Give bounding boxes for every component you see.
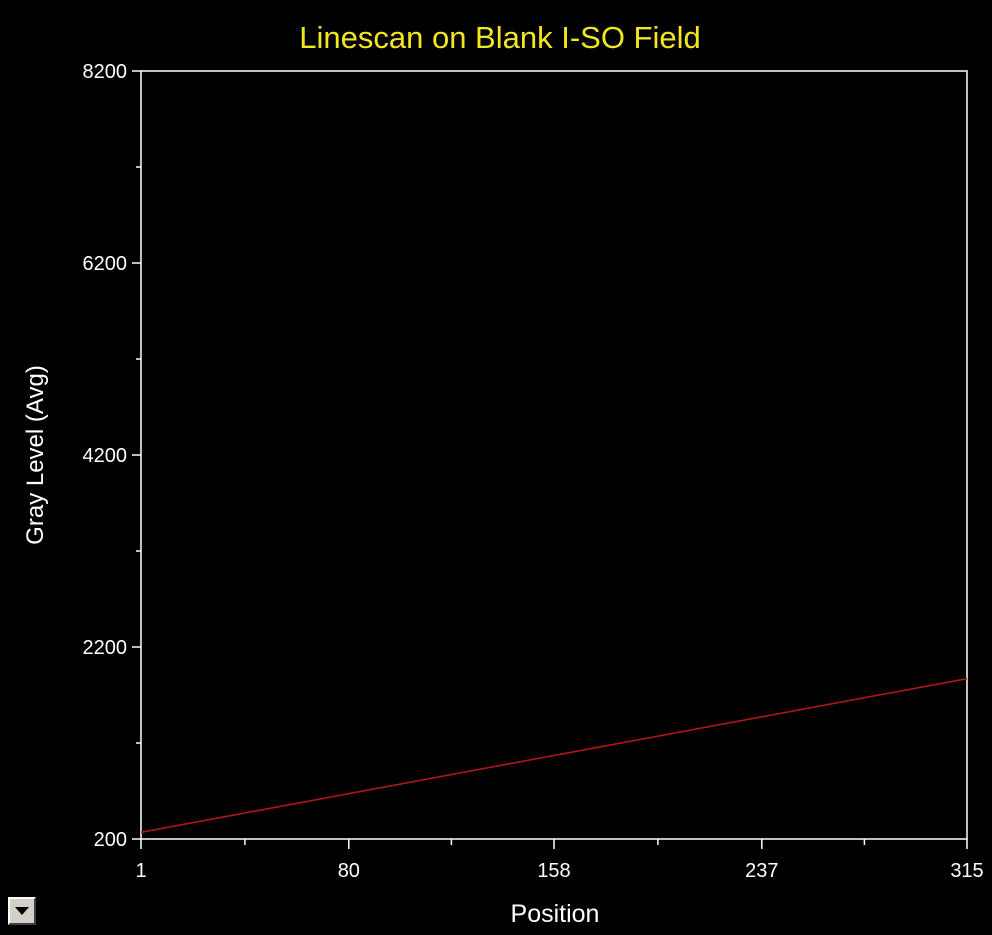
series-line [140, 677, 968, 834]
y-axis-label: Gray Level (Avg) [22, 365, 49, 545]
y-tick-label: 8200 [83, 61, 128, 83]
x-tick-label: 1 [135, 860, 146, 882]
plot-frame [140, 70, 968, 840]
x-axis-label: Position [511, 900, 600, 928]
x-tick-label: 315 [950, 860, 983, 882]
chart-title: Linescan on Blank I-SO Field [299, 20, 701, 55]
chart-menu-button[interactable] [8, 897, 36, 925]
x-tick-label: 237 [745, 860, 778, 882]
chevron-down-icon [15, 907, 29, 915]
y-tick-label: 2200 [83, 637, 128, 659]
x-tick-label: 80 [338, 860, 360, 882]
y-tick-label: 200 [94, 829, 127, 851]
x-axis: 1 80 158 237 315 [135, 839, 984, 882]
y-axis: 200 2200 4200 6200 8200 [83, 61, 141, 851]
x-tick-label: 158 [537, 860, 570, 882]
y-tick-label: 6200 [83, 253, 128, 275]
y-tick-label: 4200 [83, 445, 128, 467]
series-layer [140, 677, 968, 834]
